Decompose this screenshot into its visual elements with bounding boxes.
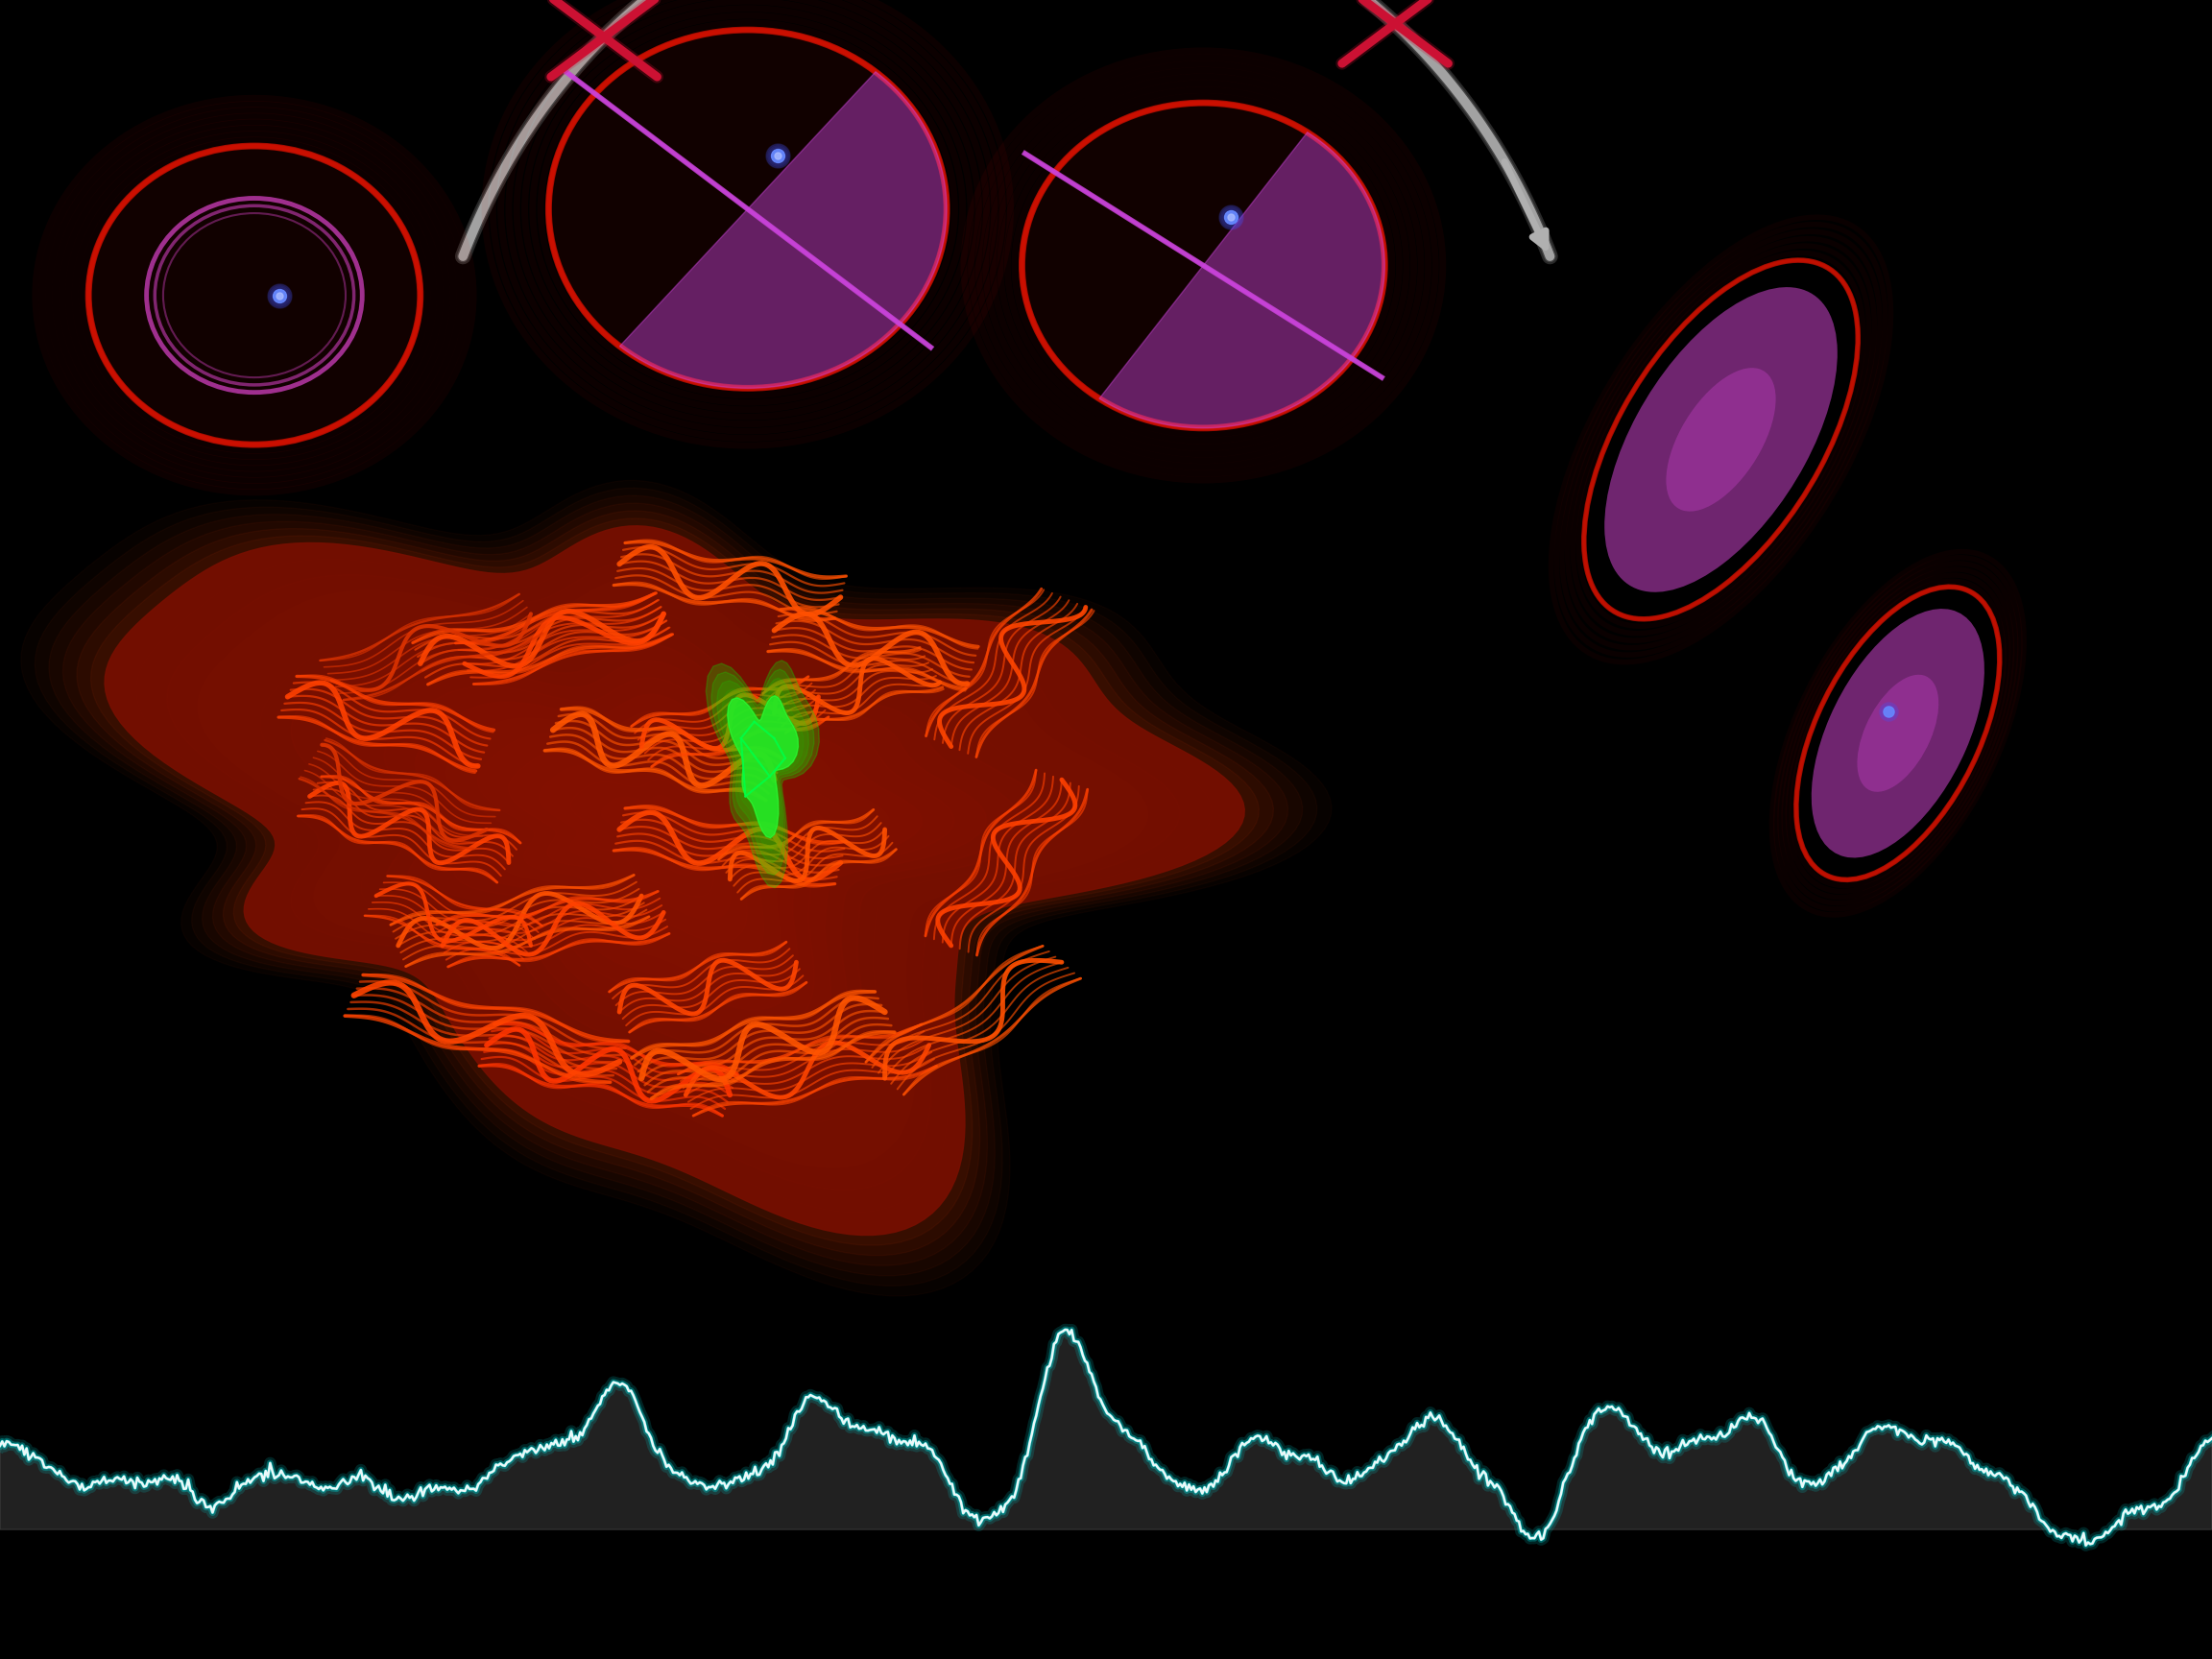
Polygon shape — [354, 660, 987, 1055]
Polygon shape — [1099, 133, 1385, 428]
Polygon shape — [717, 679, 810, 863]
Polygon shape — [91, 518, 1259, 1246]
Polygon shape — [416, 695, 922, 1010]
Polygon shape — [261, 611, 1084, 1123]
Polygon shape — [104, 526, 1245, 1234]
Polygon shape — [323, 644, 1018, 1077]
Polygon shape — [619, 71, 947, 388]
Ellipse shape — [1858, 675, 1938, 791]
Polygon shape — [166, 559, 1179, 1190]
Polygon shape — [571, 780, 761, 898]
Polygon shape — [712, 669, 814, 876]
Polygon shape — [385, 679, 953, 1032]
Polygon shape — [706, 660, 818, 888]
Ellipse shape — [1022, 103, 1385, 428]
Polygon shape — [197, 577, 1148, 1168]
Polygon shape — [633, 813, 697, 853]
Polygon shape — [447, 712, 889, 987]
Polygon shape — [721, 687, 803, 851]
Polygon shape — [728, 695, 799, 838]
Polygon shape — [728, 695, 799, 838]
Ellipse shape — [1604, 287, 1838, 592]
Ellipse shape — [1666, 368, 1776, 511]
Polygon shape — [135, 542, 1212, 1213]
Ellipse shape — [88, 146, 420, 445]
Polygon shape — [104, 526, 1245, 1234]
Polygon shape — [540, 761, 792, 919]
Polygon shape — [478, 728, 858, 964]
Ellipse shape — [1812, 609, 1984, 858]
Polygon shape — [292, 627, 1051, 1100]
Ellipse shape — [549, 30, 947, 388]
Polygon shape — [230, 594, 1115, 1145]
Polygon shape — [509, 745, 825, 942]
Polygon shape — [602, 796, 728, 874]
